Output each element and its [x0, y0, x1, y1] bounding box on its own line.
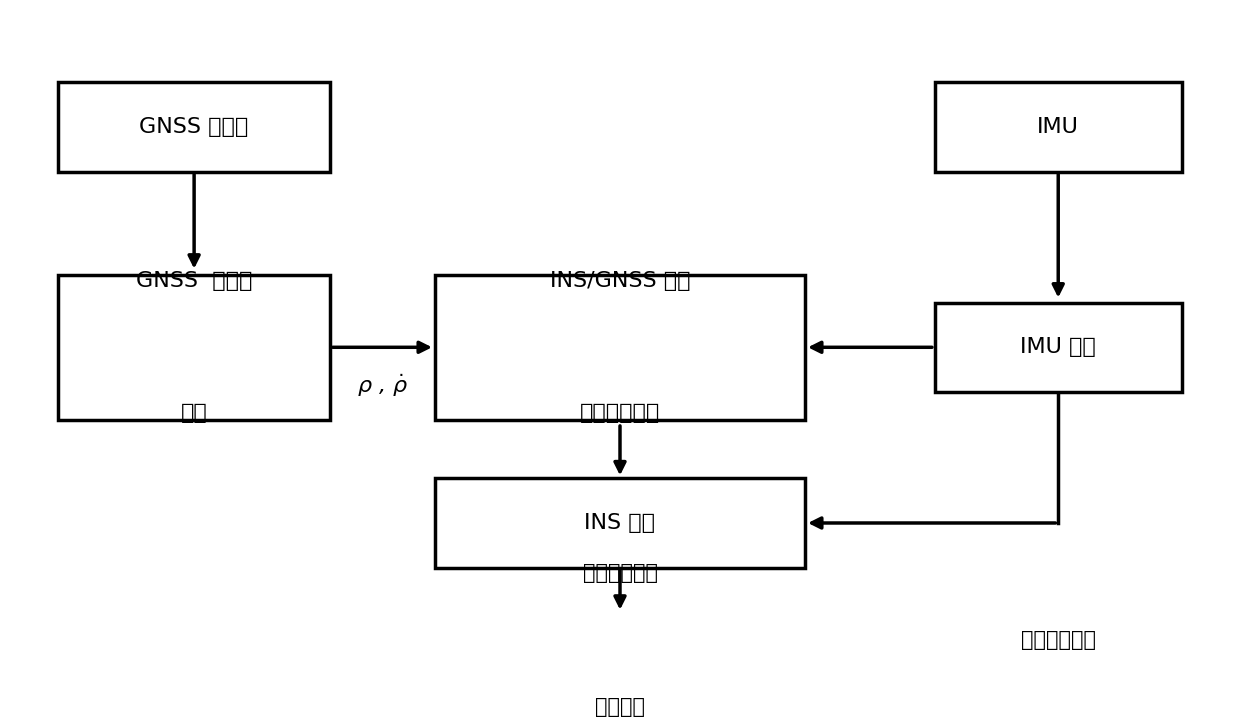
Text: 组合导航输出: 组合导航输出: [583, 563, 657, 583]
Text: INS/GNSS 组合: INS/GNSS 组合: [549, 271, 691, 291]
Text: INS 校正: INS 校正: [584, 513, 656, 533]
Text: GNSS  测距处: GNSS 测距处: [136, 271, 252, 291]
Text: 惯性导航输出: 惯性导航输出: [1021, 630, 1096, 650]
Bar: [435, 275, 805, 419]
Bar: [58, 82, 330, 171]
Text: 理器: 理器: [181, 404, 207, 424]
Text: IMU 解算: IMU 解算: [1021, 337, 1096, 357]
Text: 卡尔曼滤波器: 卡尔曼滤波器: [580, 404, 660, 424]
Bar: [58, 275, 330, 419]
Text: IMU: IMU: [1038, 117, 1079, 137]
Text: （开环）: （开环）: [595, 698, 645, 717]
Bar: [435, 478, 805, 568]
Text: GNSS 接收机: GNSS 接收机: [139, 117, 249, 137]
Text: $\rho$ , $\dot{\rho}$: $\rho$ , $\dot{\rho}$: [357, 371, 409, 399]
Bar: [935, 303, 1182, 392]
Bar: [935, 82, 1182, 171]
